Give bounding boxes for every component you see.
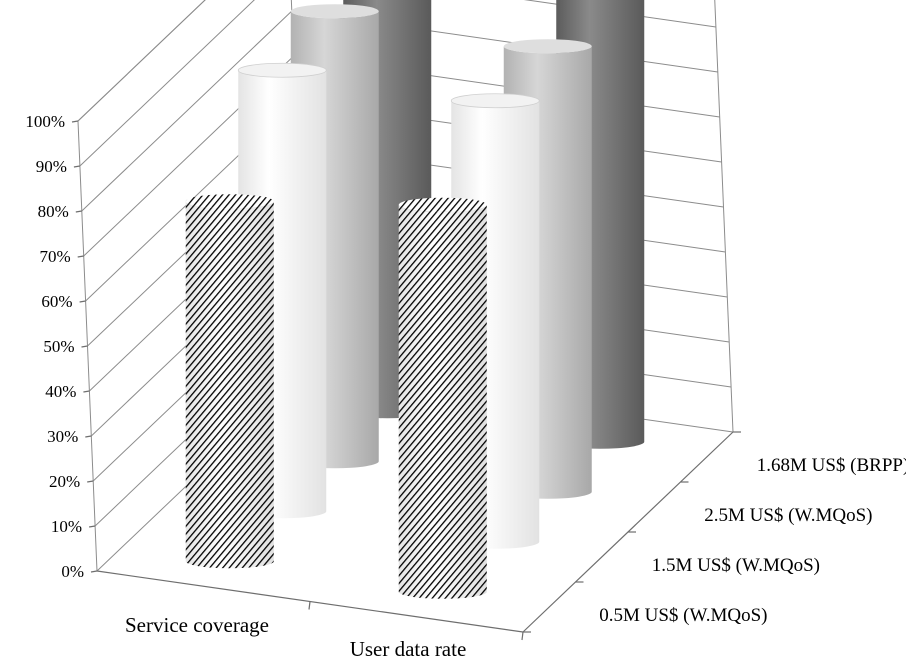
cylinder [398, 197, 487, 599]
axis-labels: Service coverage User data rate 0.5M US$ (… [125, 455, 906, 661]
category-label: User data rate [350, 637, 467, 661]
y-tick-mark [85, 435, 92, 438]
y-tick-mark [89, 525, 96, 528]
y-tick-mark [87, 480, 94, 483]
y-tick-label: 0% [61, 562, 84, 581]
cylinder-top [450, 93, 540, 109]
y-tick-label: 60% [41, 292, 72, 311]
y-tick-mark [73, 165, 80, 168]
y-tick-label: 50% [43, 337, 74, 356]
cylinder-shade [185, 201, 274, 569]
x-tick-mark [521, 631, 524, 641]
series-label: 1.5M US$ (W.MQoS) [652, 555, 820, 576]
y-tick-label: 10% [51, 517, 82, 536]
y-tick-label: 70% [40, 247, 71, 266]
y-tick-mark [71, 120, 79, 123]
cylinder-top [185, 194, 274, 209]
cylinder-shade [398, 204, 487, 599]
y-tick-label: 90% [36, 157, 67, 176]
y-tick-mark [75, 210, 82, 213]
cylinder-top [237, 62, 327, 78]
y-tick-label: 30% [47, 427, 78, 446]
series-label: 2.5M US$ (W.MQoS) [704, 505, 872, 526]
y-tick-mark [81, 345, 88, 348]
series-label: 0.5M US$ (W.MQoS) [599, 605, 767, 626]
cylinder-top [398, 197, 487, 212]
cylinders [185, 0, 645, 599]
category-label: Service coverage [125, 613, 269, 637]
y-tick-mark [79, 300, 86, 303]
y-tick-label: 20% [49, 472, 80, 491]
cylinder-top [503, 39, 592, 54]
series-label: 1.68M US$ (BRPP) [757, 455, 906, 476]
y-axis-ticks: 0% 10% 20% 30% 40% 50% 60% 70% 80% 90% 100% [25, 112, 741, 641]
wall-edge [714, 0, 734, 433]
y-tick-label: 100% [25, 112, 65, 131]
cylinder-top [290, 4, 379, 19]
y-tick-label: 80% [38, 202, 69, 221]
y-tick-mark [90, 570, 98, 573]
y-tick-mark [77, 255, 84, 258]
y-tick-mark [83, 390, 90, 393]
cylinder [185, 194, 274, 569]
x-tick-mark [308, 601, 311, 610]
y-tick-label: 40% [45, 382, 76, 401]
